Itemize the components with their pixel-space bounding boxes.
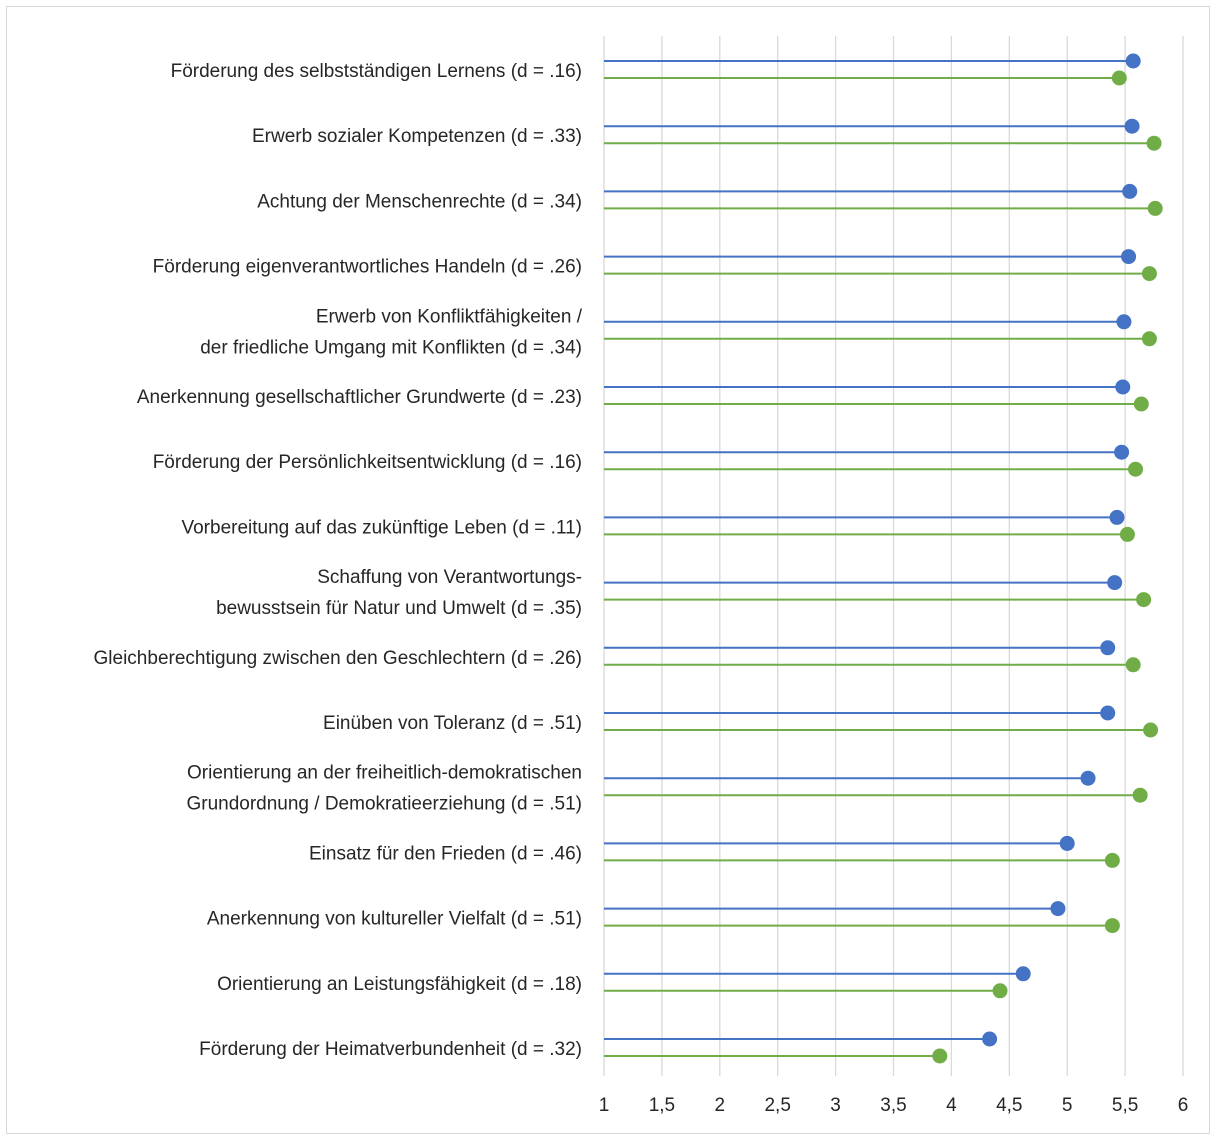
lollipop-point xyxy=(1109,509,1125,525)
lollipop-point xyxy=(1146,135,1162,151)
lollipop-point xyxy=(1136,592,1152,608)
lollipop-point xyxy=(1111,70,1127,86)
x-tick-label: 2,5 xyxy=(764,1095,790,1116)
category-label: Erwerb sozialer Kompetenzen (d = .33) xyxy=(252,126,582,147)
lollipop-point xyxy=(1104,918,1120,934)
category-label: Orientierung an Leistungsfähigkeit (d = … xyxy=(217,974,582,995)
lollipop-point xyxy=(1132,787,1148,803)
lollipop-point xyxy=(1147,200,1163,216)
category-label: Schaffung von Verantwortungs- xyxy=(317,567,582,588)
lollipop-point xyxy=(1115,379,1131,395)
category-label: Förderung des selbstständigen Lernens (d… xyxy=(171,61,582,82)
category-label: Gleichberechtigung zwischen den Geschlec… xyxy=(94,648,582,669)
lollipop-point xyxy=(1143,722,1159,738)
lollipop-point xyxy=(1133,396,1149,412)
lollipop-point xyxy=(1107,575,1123,591)
category-label: Grundordnung / Demokratieerziehung (d = … xyxy=(186,794,582,815)
category-label: Einüben von Toleranz (d = .51) xyxy=(323,713,582,734)
x-tick-label: 3 xyxy=(830,1095,841,1116)
category-label: der friedliche Umgang mit Konflikten (d … xyxy=(200,337,582,358)
x-tick-label: 5 xyxy=(1062,1095,1073,1116)
category-label: Anerkennung von kultureller Vielfalt (d … xyxy=(207,909,582,930)
lollipop-point xyxy=(1059,835,1075,851)
lollipop-point xyxy=(1121,249,1137,265)
lollipop-point xyxy=(1124,118,1140,134)
x-tick-label: 4 xyxy=(946,1095,957,1116)
x-tick-label: 6 xyxy=(1178,1095,1189,1116)
lollipop-point xyxy=(1050,901,1066,917)
lollipop-point xyxy=(1080,770,1096,786)
lollipop-point xyxy=(1100,705,1116,721)
x-tick-label: 5,5 xyxy=(1112,1095,1138,1116)
category-label: Förderung eigenverantwortliches Handeln … xyxy=(153,257,582,278)
category-label: Förderung der Heimatverbundenheit (d = .… xyxy=(199,1039,582,1060)
lollipop-point xyxy=(1104,852,1120,868)
lollipop-point xyxy=(1141,331,1157,347)
lollipop-point xyxy=(982,1031,998,1047)
x-tick-label: 1 xyxy=(599,1095,610,1116)
category-label: bewusstsein für Natur und Umwelt (d = .3… xyxy=(216,598,582,619)
lollipop-point xyxy=(1125,657,1141,673)
x-tick-label: 1,5 xyxy=(649,1095,675,1116)
category-label: Achtung der Menschenrechte (d = .34) xyxy=(257,191,582,212)
category-label: Erwerb von Konfliktfähigkeiten / xyxy=(316,306,583,327)
lollipop-point xyxy=(1119,526,1135,542)
lollipop-point xyxy=(1125,53,1141,69)
x-tick-label: 3,5 xyxy=(880,1095,906,1116)
lollipop-point xyxy=(932,1048,948,1064)
lollipop-point xyxy=(1128,461,1144,477)
lollipop-point xyxy=(1122,183,1138,199)
lollipop-point xyxy=(1015,966,1031,982)
category-label: Anerkennung gesellschaftlicher Grundwert… xyxy=(137,387,582,408)
lollipop-point xyxy=(1116,314,1132,330)
x-tick-label: 4,5 xyxy=(996,1095,1022,1116)
category-label: Orientierung an der freiheitlich-demokra… xyxy=(187,763,582,784)
x-tick-label: 2 xyxy=(715,1095,726,1116)
category-label: Vorbereitung auf das zukünftige Leben (d… xyxy=(181,517,582,538)
lollipop-point xyxy=(1114,444,1130,460)
chart-frame xyxy=(6,6,1210,1134)
lollipop-point xyxy=(1100,640,1116,656)
category-label: Einsatz für den Frieden (d = .46) xyxy=(309,843,582,864)
lollipop-point xyxy=(1141,266,1157,282)
category-label: Förderung der Persönlichkeitsentwicklung… xyxy=(153,452,582,473)
lollipop-point xyxy=(992,983,1008,999)
